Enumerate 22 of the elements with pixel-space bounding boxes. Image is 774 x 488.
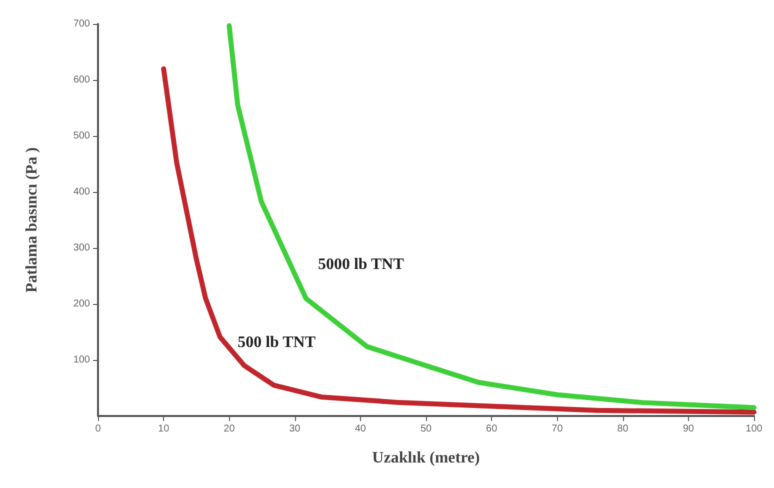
- x-axis-title: Uzaklık (metre): [372, 450, 480, 466]
- x-tick-label: 50: [420, 424, 432, 434]
- y-tick-label: 600: [73, 74, 90, 86]
- series-label: 5000 lb TNT: [318, 256, 404, 273]
- x-tick-label: 30: [289, 424, 301, 434]
- x-tick-label: 60: [486, 424, 498, 434]
- y-tick-label: 400: [73, 186, 90, 198]
- x-tick-label: 0: [95, 424, 102, 434]
- y-tick-label: 200: [73, 298, 90, 310]
- y-axis-title: Patlama basıncı (Pa ): [24, 147, 40, 293]
- x-tick-label: 80: [617, 424, 629, 434]
- x-tick-label: 90: [682, 424, 694, 434]
- x-tick-label: 40: [354, 424, 366, 434]
- x-tick-label: 70: [552, 424, 564, 434]
- x-tick-label: 10: [158, 424, 170, 434]
- y-tick-label: 500: [73, 130, 90, 142]
- x-tick-label: 20: [224, 424, 236, 434]
- y-tick-label: 700: [73, 18, 90, 30]
- x-tick-label: 100: [746, 424, 763, 434]
- series-label: 500 lb TNT: [238, 334, 316, 351]
- y-tick-label: 100: [73, 354, 90, 366]
- y-tick-label: 300: [73, 242, 90, 254]
